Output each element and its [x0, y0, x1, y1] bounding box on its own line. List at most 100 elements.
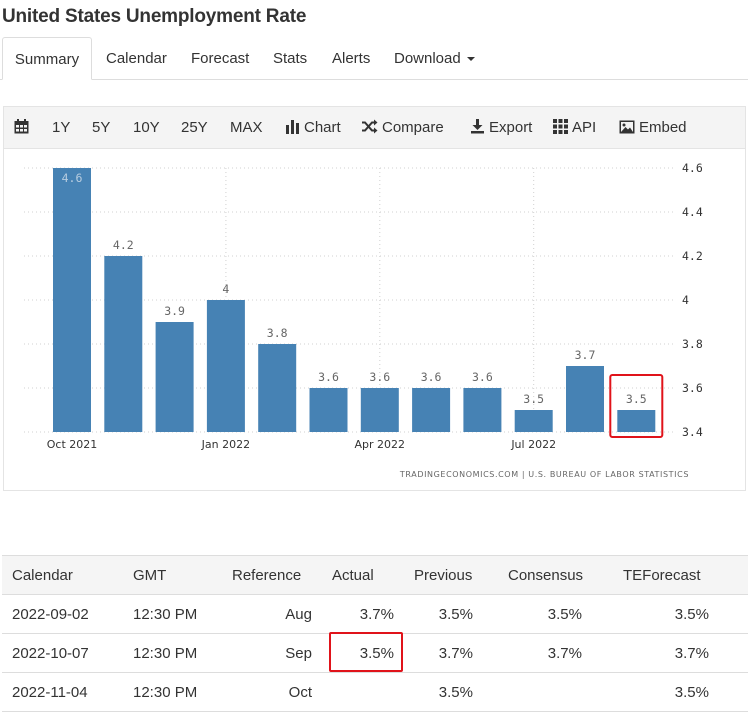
bar [104, 256, 143, 432]
x-tick-label: Jul 2022 [510, 438, 556, 451]
cell-reference: Aug [222, 594, 322, 634]
cell-teforecast: 3.7% [613, 633, 748, 673]
y-tick-label: 4.2 [682, 249, 703, 263]
x-tick-label: Jan 2022 [201, 438, 250, 451]
col-teforecast-header: TEForecast [613, 555, 748, 595]
cell-previous: 3.7% [404, 633, 498, 673]
tab-download[interactable]: Download [394, 37, 475, 80]
unemployment-bar-chart: 4.6 4.4 4.2 4 3.8 3.6 3.4 4.6 4.2 3.9 4 3.8 3.6 3.6 3.… [24, 161, 703, 479]
calendar-table: Calendar GMT Reference Actual Previous C… [2, 555, 748, 712]
y-tick-label: 3.4 [682, 425, 703, 439]
bar-value-label: 4.6 [62, 171, 83, 185]
embed-label: Embed [639, 119, 687, 136]
bar [514, 410, 553, 432]
cell-previous: 3.5% [404, 672, 498, 712]
tab-alerts[interactable]: Alerts [332, 50, 371, 67]
tab-calendar[interactable]: Calendar [106, 50, 167, 67]
col-previous-header: Previous [404, 555, 498, 595]
table-row: 2022-10-07 12:30 PM Sep 3.5% 3.7% 3.7% 3.7% [2, 633, 748, 673]
y-tick-label: 4 [682, 293, 689, 307]
range-10y-button[interactable]: 10Y [133, 119, 160, 136]
range-max-button[interactable]: MAX [230, 119, 263, 136]
image-icon [619, 120, 635, 134]
page-title: United States Unemployment Rate [2, 6, 307, 27]
col-reference-header: Reference [222, 555, 322, 595]
cell-calendar: 2022-11-04 [2, 672, 123, 712]
cell-actual [322, 672, 404, 712]
bar-value-label: 4 [222, 282, 229, 296]
shuffle-icon [362, 119, 378, 134]
cell-consensus [498, 672, 613, 712]
cell-consensus: 3.5% [498, 594, 613, 634]
download-icon [471, 119, 484, 134]
caret-down-icon [466, 57, 475, 62]
calendar-icon[interactable] [14, 107, 33, 149]
highlight-box-bar [609, 374, 664, 438]
col-actual-header: Actual [322, 555, 404, 595]
cell-consensus: 3.7% [498, 633, 613, 673]
bar-value-label: 3.5 [626, 392, 647, 406]
embed-button[interactable]: Embed [619, 107, 687, 149]
x-tick-label: Apr 2022 [355, 438, 406, 451]
tab-forecast[interactable]: Forecast [191, 50, 250, 67]
cell-gmt: 12:30 PM [123, 633, 222, 673]
bar-value-label: 3.6 [421, 370, 442, 384]
bar-value-label: 3.5 [523, 392, 544, 406]
cell-teforecast: 3.5% [613, 672, 748, 712]
bar [463, 388, 502, 432]
chart-type-button[interactable]: Chart [285, 107, 341, 149]
bar [617, 410, 656, 432]
cell-reference: Oct [222, 672, 322, 712]
bar [566, 366, 604, 432]
compare-button[interactable]: Compare [361, 107, 444, 149]
table-header-row: Calendar GMT Reference Actual Previous C… [2, 555, 748, 595]
y-tick-label: 4.6 [682, 161, 703, 175]
tab-summary[interactable]: Summary [2, 37, 92, 80]
export-button[interactable]: Export [470, 107, 532, 149]
bar [412, 388, 451, 432]
range-5y-button[interactable]: 5Y [92, 119, 111, 136]
range-25y-button[interactable]: 25Y [181, 119, 208, 136]
bar [360, 388, 399, 432]
bar [155, 322, 194, 432]
cell-actual: 3.5% [322, 633, 404, 673]
bar-value-label: 4.2 [113, 238, 134, 252]
cell-calendar: 2022-09-02 [2, 594, 123, 634]
table-row: 2022-11-04 12:30 PM Oct 3.5% 3.5% [2, 672, 748, 712]
cell-teforecast: 3.5% [613, 594, 748, 634]
y-tick-label: 3.6 [682, 381, 703, 395]
x-tick-label: Oct 2021 [47, 438, 98, 451]
col-gmt-header: GMT [123, 555, 222, 595]
bar-value-label: 3.8 [267, 326, 288, 340]
bar-value-label: 3.7 [575, 348, 596, 362]
cell-calendar: 2022-10-07 [2, 633, 123, 673]
bar [258, 344, 297, 432]
col-consensus-header: Consensus [498, 555, 613, 595]
compare-label: Compare [382, 119, 444, 136]
export-label: Export [489, 119, 533, 136]
bar-value-label: 3.9 [164, 304, 185, 318]
cell-gmt: 12:30 PM [123, 672, 222, 712]
cell-actual: 3.7% [322, 594, 404, 634]
range-1y-button[interactable]: 1Y [52, 119, 71, 136]
y-tick-label: 3.8 [682, 337, 703, 351]
tab-bar: Summary Calendar Forecast Stats Alerts D… [0, 37, 748, 80]
api-button[interactable]: API [553, 107, 596, 149]
bar [206, 300, 245, 432]
cell-previous: 3.5% [404, 594, 498, 634]
bar [309, 388, 348, 432]
chart-panel: 1Y 5Y 10Y 25Y MAX Chart Compare Export A… [3, 106, 746, 491]
bar [53, 168, 91, 432]
api-label: API [572, 119, 597, 136]
bar-chart-icon [286, 120, 299, 134]
bar-value-label: 3.6 [472, 370, 493, 384]
grid-icon [553, 119, 568, 134]
cell-gmt: 12:30 PM [123, 594, 222, 634]
y-tick-label: 4.4 [682, 205, 703, 219]
bar-value-label: 3.6 [369, 370, 390, 384]
source-credit: TRADINGECONOMICS.COM | U.S. BUREAU OF LA… [399, 470, 689, 479]
chart-toolbar: 1Y 5Y 10Y 25Y MAX Chart Compare Export A… [4, 107, 745, 149]
tab-stats[interactable]: Stats [273, 50, 308, 67]
table-row: 2022-09-02 12:30 PM Aug 3.7% 3.5% 3.5% 3.5% [2, 594, 748, 634]
tab-download-label: Download [394, 50, 461, 67]
